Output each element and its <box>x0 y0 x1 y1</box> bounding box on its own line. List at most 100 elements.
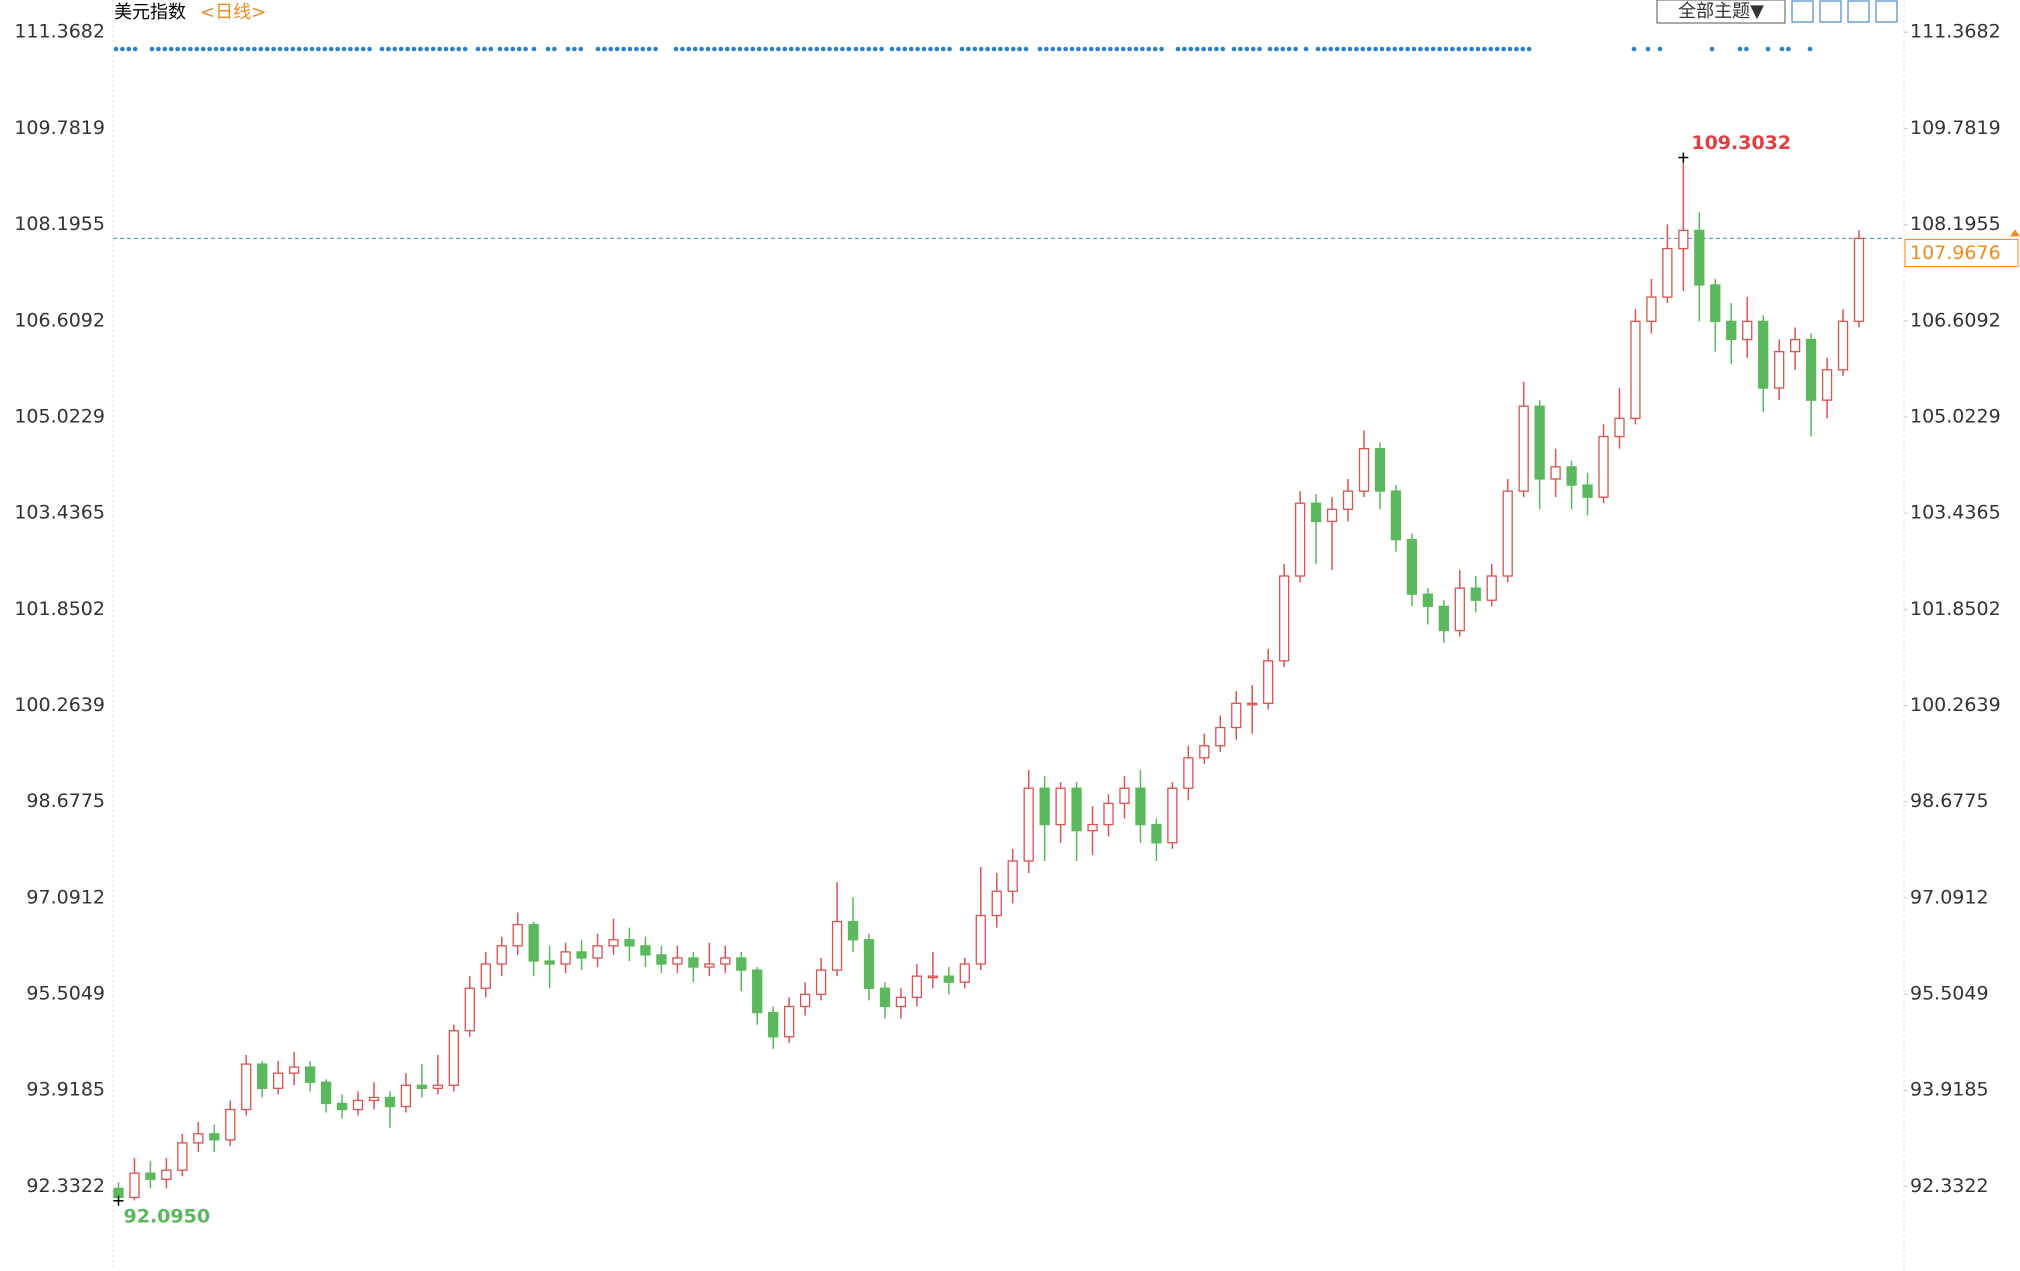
candle-body <box>1135 787 1146 826</box>
event-dot <box>769 46 775 52</box>
candle-body <box>1630 320 1641 420</box>
event-dot <box>614 46 620 52</box>
event-dot <box>763 46 768 52</box>
event-dot <box>820 46 826 52</box>
event-dot <box>1786 46 1791 52</box>
candle-body <box>161 1169 172 1180</box>
event-dot <box>1286 46 1292 52</box>
event-dot <box>705 46 711 52</box>
candle-body <box>879 987 891 1008</box>
tool-icon[interactable] <box>1875 0 1898 23</box>
theme-button-label[interactable]: 全部主题▼ <box>1678 1 1764 22</box>
event-dot <box>1088 46 1094 52</box>
event-dot <box>1076 46 1081 52</box>
event-dot <box>1274 46 1279 52</box>
candle-body <box>1821 369 1833 401</box>
event-dot <box>303 46 308 52</box>
event-dot <box>866 46 872 52</box>
candle-body <box>1231 702 1242 729</box>
event-dot <box>367 46 372 52</box>
event-dot <box>991 46 997 52</box>
candle-body <box>608 939 619 947</box>
event-dot <box>608 46 614 52</box>
candle-body <box>1294 502 1306 577</box>
event-dot <box>972 46 978 52</box>
candle-body <box>241 1063 252 1111</box>
event-dot <box>1398 46 1404 52</box>
event-dot <box>290 46 296 52</box>
candle-body <box>815 969 827 995</box>
candle-body <box>273 1072 284 1089</box>
candle-body <box>193 1133 204 1144</box>
event-dot <box>627 46 633 52</box>
event-dot <box>207 46 212 52</box>
event-dot <box>1050 46 1056 52</box>
theme-button[interactable] <box>1656 0 1786 24</box>
y-tick-label-right: 93.9185 <box>1910 1079 1989 1101</box>
event-dot <box>934 46 940 52</box>
chart-subtitle[interactable]: <日线> <box>200 2 266 23</box>
candle-body <box>1726 320 1737 341</box>
event-dot <box>239 46 244 52</box>
event-dot <box>341 46 347 52</box>
event-dot <box>1293 46 1298 52</box>
event-dot <box>149 46 155 52</box>
event-dot <box>1456 46 1462 52</box>
event-dot <box>398 46 404 52</box>
candle-body <box>1374 448 1386 492</box>
event-dot <box>1631 46 1637 52</box>
event-dot <box>188 46 193 52</box>
candle-body <box>1710 284 1721 322</box>
y-tick-label: 93.9185 <box>26 1079 105 1101</box>
event-dot <box>1520 46 1526 52</box>
tool-icon[interactable] <box>1847 0 1870 23</box>
candle-body <box>352 1099 364 1111</box>
event-dot <box>1737 46 1743 52</box>
event-dot <box>921 46 927 52</box>
event-dot <box>686 46 692 52</box>
y-tick-label-right: 105.0229 <box>1910 405 2001 427</box>
event-dot <box>271 46 276 52</box>
event-dot <box>840 46 845 52</box>
candle-body <box>368 1096 380 1102</box>
candle-body <box>1614 417 1625 438</box>
event-dot <box>1437 46 1442 52</box>
current-price-arrow <box>2010 229 2020 237</box>
event-dot <box>1360 46 1366 52</box>
event-dot <box>1334 46 1340 52</box>
candle-body <box>129 1172 140 1199</box>
candle-body <box>576 951 587 959</box>
event-dot <box>450 46 455 52</box>
candle-body <box>1071 787 1082 832</box>
event-dot <box>264 46 270 52</box>
y-tick-label-right: 97.0912 <box>1910 886 1989 908</box>
event-dot <box>940 46 946 52</box>
low-label: 92.0950 <box>124 1205 211 1227</box>
event-dot <box>827 46 832 52</box>
event-dot <box>1386 46 1391 52</box>
event-dot <box>756 46 762 52</box>
event-dot <box>322 46 328 52</box>
y-tick-label-right: 95.5049 <box>1910 983 1989 1005</box>
candle-body <box>1566 466 1577 486</box>
event-dot <box>296 46 302 52</box>
event-dot <box>497 46 503 52</box>
event-dot <box>712 46 717 52</box>
tool-icon[interactable] <box>1819 0 1842 23</box>
event-dot <box>168 46 174 52</box>
event-dot <box>132 46 138 52</box>
y-tick-label: 106.6092 <box>14 309 105 331</box>
event-dot <box>1114 46 1120 52</box>
event-dot <box>731 46 736 52</box>
tool-icon[interactable] <box>1791 0 1814 23</box>
candle-body <box>1390 490 1402 541</box>
event-dot <box>277 46 283 52</box>
event-dot <box>1373 46 1378 52</box>
event-dot <box>284 46 289 52</box>
event-dot <box>1514 46 1519 52</box>
event-dot <box>1645 46 1651 52</box>
toolbar-icons[interactable] <box>1791 0 1898 23</box>
event-dot <box>879 46 884 52</box>
candle-body <box>528 923 539 962</box>
candle-body <box>1342 490 1354 510</box>
